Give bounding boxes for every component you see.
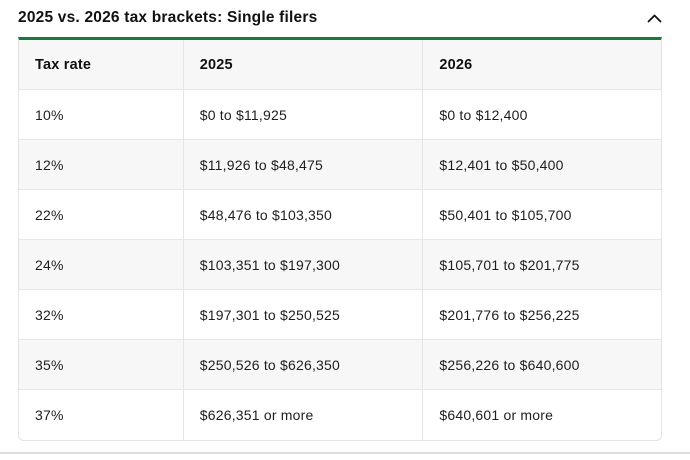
- table-row: 10% $0 to $11,925 $0 to $12,400: [19, 90, 661, 140]
- tax-rate-cell: 10%: [35, 106, 64, 123]
- column-header-tax-rate: Tax rate: [35, 56, 92, 73]
- bracket-2026-cell: $0 to $12,400: [422, 90, 661, 139]
- bracket-2025-cell: $197,301 to $250,525: [182, 290, 423, 339]
- bracket-2026-cell: $50,401 to $105,700: [422, 190, 661, 239]
- bracket-2026-cell: $256,226 to $640,600: [422, 340, 661, 389]
- table-row: 37% $626,351 or more $640,601 or more: [19, 390, 661, 440]
- bracket-2026-cell: $12,401 to $50,400: [422, 140, 661, 189]
- tax-rate-cell: 35%: [35, 356, 64, 373]
- bracket-2025-cell: $48,476 to $103,350: [182, 190, 423, 239]
- section-title: 2025 vs. 2026 tax brackets: Single filer…: [18, 9, 318, 26]
- tax-rate-cell: 32%: [35, 306, 64, 323]
- bracket-2026-cell: $201,776 to $256,225: [422, 290, 661, 339]
- accordion-header[interactable]: 2025 vs. 2026 tax brackets: Single filer…: [18, 4, 670, 32]
- section-divider: [0, 452, 690, 454]
- bracket-2025-cell: $626,351 or more: [182, 390, 423, 440]
- column-header-2025: 2025: [182, 40, 423, 89]
- table-row: 12% $11,926 to $48,475 $12,401 to $50,40…: [19, 140, 661, 190]
- table-row: 35% $250,526 to $626,350 $256,226 to $64…: [19, 340, 661, 390]
- tax-rate-cell: 22%: [35, 206, 64, 223]
- bracket-2026-cell: $640,601 or more: [422, 390, 661, 440]
- tax-rate-cell: 24%: [35, 256, 64, 273]
- tax-rate-cell: 12%: [35, 156, 64, 173]
- table-header-row: Tax rate 2025 2026: [19, 40, 661, 90]
- table-row: 24% $103,351 to $197,300 $105,701 to $20…: [19, 240, 661, 290]
- bracket-2025-cell: $250,526 to $626,350: [182, 340, 423, 389]
- tax-rate-cell: 37%: [35, 407, 64, 423]
- table-row: 22% $48,476 to $103,350 $50,401 to $105,…: [19, 190, 661, 240]
- tax-bracket-table: Tax rate 2025 2026 10% $0 to $11,925 $0 …: [18, 37, 662, 441]
- table-row: 32% $197,301 to $250,525 $201,776 to $25…: [19, 290, 661, 340]
- bracket-2025-cell: $0 to $11,925: [182, 90, 423, 139]
- bracket-2026-cell: $105,701 to $201,775: [422, 240, 661, 289]
- bracket-2025-cell: $103,351 to $197,300: [182, 240, 423, 289]
- column-header-2026: 2026: [422, 40, 661, 89]
- chevron-up-icon[interactable]: [646, 10, 662, 26]
- bracket-2025-cell: $11,926 to $48,475: [182, 140, 423, 189]
